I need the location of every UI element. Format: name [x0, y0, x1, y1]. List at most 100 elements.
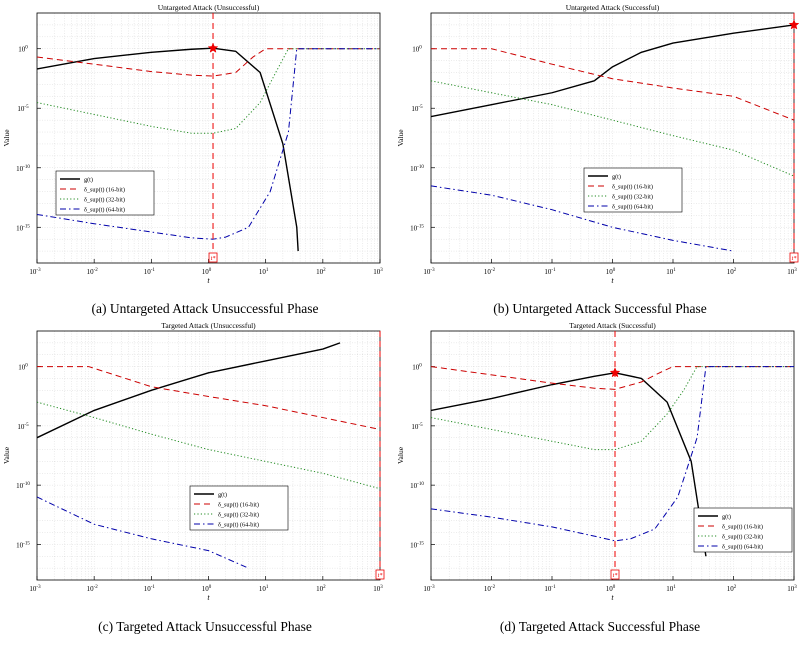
- legend-label-3: δ_sup(t) (32-bit): [612, 194, 653, 201]
- series-line-2: [37, 366, 380, 430]
- tstar-label: t*: [792, 256, 797, 262]
- x-tick-label: 10-2: [87, 585, 99, 593]
- x-tick-exponent: 3: [380, 268, 383, 273]
- x-axis-label: t: [611, 276, 614, 285]
- x-tick-label: 10-2: [87, 268, 99, 276]
- series-group: [37, 47, 380, 252]
- x-tick-exponent: 0: [613, 585, 616, 590]
- y-tick-exponent: -15: [417, 224, 424, 229]
- y-axis-label: Value: [396, 446, 405, 464]
- y-tick-exponent: -15: [23, 541, 30, 546]
- series-line-4: [37, 48, 380, 240]
- series-line-4: [431, 366, 794, 542]
- series-line-3: [431, 366, 794, 451]
- x-tick-label: 103: [373, 268, 383, 276]
- chart-panel-2: 10-3 10-2 10-1 100 101 102 10310-1510-1010-510…: [396, 3, 800, 285]
- y-tick-exponent: -10: [23, 165, 30, 170]
- x-tick-exponent: -3: [36, 585, 41, 590]
- y-tick-exponent: -10: [23, 482, 30, 487]
- legend-label-4: δ_sup(t) (64-bit): [84, 207, 125, 214]
- y-tick-exponent: -5: [418, 105, 423, 110]
- x-tick-label: 102: [316, 268, 326, 276]
- legend-label-3: δ_sup(t) (32-bit): [84, 197, 125, 204]
- x-tick-label: 10-2: [484, 585, 496, 593]
- chart-title: Targeted Attack (Unsuccessful): [161, 321, 256, 330]
- legend-label-4: δ_sup(t) (64-bit): [218, 522, 259, 529]
- y-tick-label: 10-5: [411, 423, 423, 431]
- tstar-label: t*: [613, 573, 618, 579]
- x-tick-exponent: 3: [794, 268, 797, 273]
- x-tick-label: 10-3: [29, 268, 41, 276]
- series-line-1: [431, 24, 794, 118]
- y-tick-exponent: 0: [25, 46, 28, 51]
- x-tick-label: 103: [787, 585, 797, 593]
- x-axis-label: t: [207, 276, 210, 285]
- series-line-1: [37, 342, 341, 439]
- x-tick-label: 100: [606, 268, 616, 276]
- legend-label-1: g(t): [218, 492, 227, 499]
- x-tick-label: 10-3: [423, 585, 435, 593]
- y-tick-label: 10-10: [410, 165, 424, 173]
- legend-label-4: δ_sup(t) (64-bit): [612, 204, 653, 211]
- y-tick-label: 10-15: [16, 224, 30, 232]
- legend: g(t) δ_sup(t) (16-bit) δ_sup(t) (32-bit) δ_…: [693, 507, 793, 553]
- legend-label-2: δ_sup(t) (16-bit): [612, 184, 653, 191]
- star-marker: [207, 42, 219, 53]
- legend-label-2: δ_sup(t) (16-bit): [218, 502, 259, 509]
- legend-label-2: δ_sup(t) (16-bit): [84, 187, 125, 194]
- x-tick-exponent: 2: [734, 585, 737, 590]
- series-line-3: [37, 401, 380, 490]
- series-line-2: [431, 366, 794, 390]
- tstar-label: t*: [211, 256, 216, 262]
- x-tick-label: 102: [727, 268, 737, 276]
- y-tick-label: 10-5: [17, 423, 29, 431]
- legend-label-3: δ_sup(t) (32-bit): [218, 512, 259, 519]
- x-tick-exponent: -2: [94, 268, 99, 273]
- y-axis-label: Value: [396, 129, 405, 147]
- y-tick-exponent: -15: [23, 224, 30, 229]
- y-tick-label: 10-15: [16, 541, 30, 549]
- x-tick-label: 10-3: [423, 268, 435, 276]
- x-tick-exponent: 2: [734, 268, 737, 273]
- chart-title: Untargeted Attack (Unsuccessful): [158, 3, 260, 12]
- x-tick-label: 10-3: [29, 585, 41, 593]
- series-group: [37, 342, 380, 569]
- y-tick-label: 10-15: [410, 224, 424, 232]
- y-tick-label: 100: [18, 46, 28, 54]
- series-line-2: [431, 48, 794, 121]
- legend-label-2: δ_sup(t) (16-bit): [722, 524, 763, 531]
- x-tick-exponent: 0: [209, 585, 212, 590]
- y-tick-exponent: 0: [419, 46, 422, 51]
- grid: [36, 330, 380, 581]
- y-tick-label: 100: [412, 46, 422, 54]
- x-tick-exponent: -1: [151, 585, 156, 590]
- y-tick-exponent: -10: [417, 165, 424, 170]
- caption-a: (a) Untargeted Attack Unsuccessful Phase: [92, 301, 319, 316]
- legend-label-1: g(t): [612, 174, 621, 181]
- y-tick-label: 10-15: [410, 541, 424, 549]
- x-tick-label: 102: [316, 585, 326, 593]
- legend-label-1: g(t): [84, 177, 93, 184]
- legend-label-1: g(t): [722, 514, 731, 521]
- x-tick-exponent: 0: [209, 268, 212, 273]
- star-marker: [788, 19, 800, 30]
- x-tick-exponent: 3: [380, 585, 383, 590]
- x-tick-exponent: -3: [430, 585, 435, 590]
- x-tick-exponent: -1: [151, 268, 156, 273]
- legend-label-4: δ_sup(t) (64-bit): [722, 544, 763, 551]
- x-tick-label: 101: [666, 268, 676, 276]
- series-line-3: [431, 80, 794, 177]
- x-tick-label: 102: [727, 585, 737, 593]
- x-tick-exponent: 1: [673, 268, 676, 273]
- x-tick-label: 101: [666, 585, 676, 593]
- tstar-marker-box: [789, 252, 799, 263]
- tstar-marker-box: [375, 569, 385, 580]
- x-tick-label: 10-1: [544, 585, 556, 593]
- x-tick-exponent: 1: [266, 268, 269, 273]
- chart-title: Targeted Attack (Successful): [569, 321, 656, 330]
- x-tick-label: 101: [259, 585, 269, 593]
- x-tick-label: 10-1: [544, 268, 556, 276]
- y-tick-exponent: 0: [25, 364, 28, 369]
